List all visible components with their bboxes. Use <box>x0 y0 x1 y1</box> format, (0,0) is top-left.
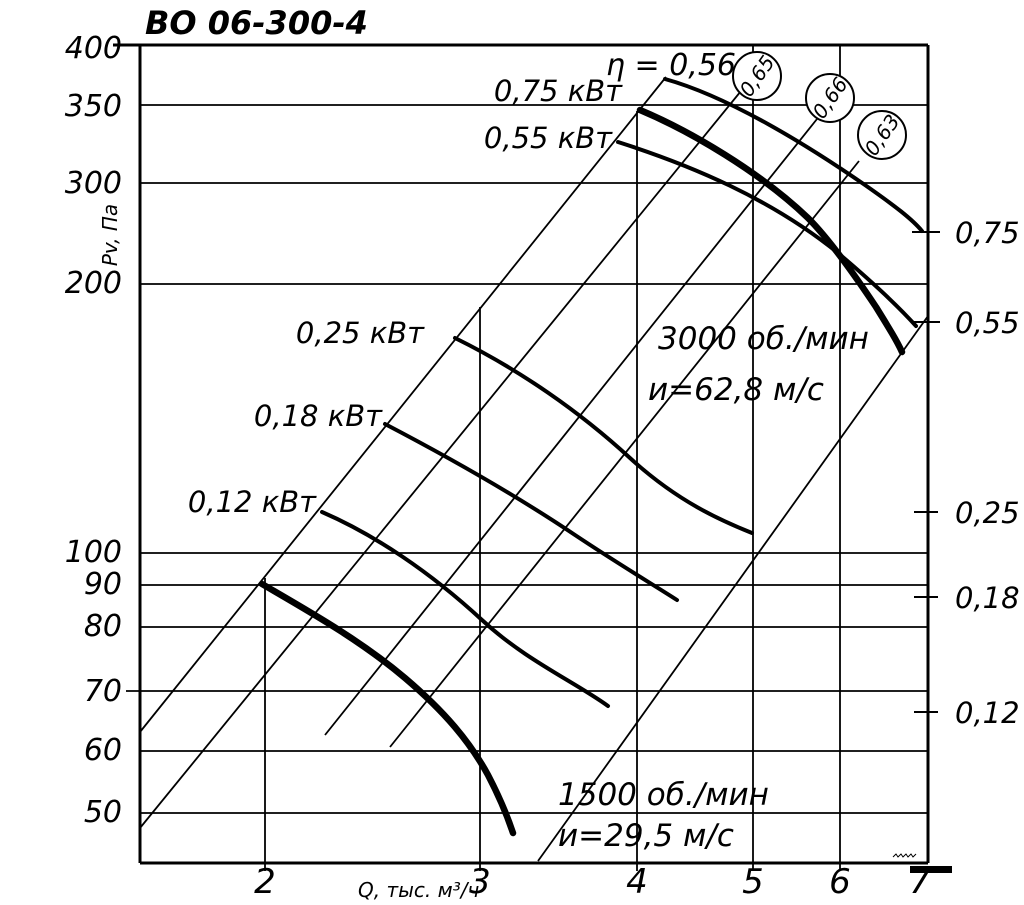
rpm-3000-label: 3000 об./мин <box>658 321 869 357</box>
right-label-055: 0,55 <box>955 306 1020 340</box>
right-label-025: 0,25 <box>955 496 1020 530</box>
y-axis-title: Pv, Па <box>98 204 122 266</box>
x-tick-7: 7 <box>909 862 931 902</box>
right-label-018: 0,18 <box>955 581 1020 615</box>
eta-line-lower-right <box>537 315 929 862</box>
efficiency-diagonals <box>139 76 929 862</box>
power-curve-012 <box>320 510 610 708</box>
label-075-kwt: 0,75 кВт <box>494 74 623 108</box>
eta-main-label: η = 0,56 <box>606 48 736 83</box>
y-tick-100: 100 <box>65 535 122 570</box>
y-tick-50: 50 <box>84 795 122 830</box>
x-tick-2: 2 <box>254 862 276 902</box>
power-curve-055 <box>616 140 918 328</box>
eta-circle-065-outline <box>732 51 782 101</box>
plot-frame <box>113 43 952 873</box>
y-tick-90: 90 <box>84 567 122 602</box>
y-tick-60: 60 <box>84 733 122 768</box>
x-tick-5: 5 <box>742 862 764 902</box>
power-curve-075 <box>663 77 924 233</box>
label-055-kwt: 0,55 кВт <box>484 121 613 155</box>
eta-line-056 <box>139 76 667 733</box>
fine-print-mark <box>892 853 917 858</box>
label-012-kwt: 0,12 кВт <box>188 485 317 519</box>
y-tick-400: 400 <box>65 31 122 66</box>
y-tick-300: 300 <box>65 166 122 201</box>
x-axis-title: Q, тыс. м³/ч <box>358 878 479 902</box>
x-tick-3: 3 <box>469 862 491 902</box>
y-axis-tick-labels: 400 350 300 200 100 90 80 70 60 50 <box>65 31 122 830</box>
x-axis-tick-labels: 2 3 4 5 6 7 <box>254 862 931 902</box>
horizontal-gridlines <box>126 104 928 814</box>
frame-corner-foot <box>910 866 952 873</box>
label-018-kwt: 0,18 кВт <box>254 399 383 433</box>
right-border-ticks <box>912 231 940 713</box>
power-curve-right-labels: 0,75 0,55 0,25 0,18 0,12 <box>955 216 1020 730</box>
x-tick-4: 4 <box>626 862 648 902</box>
y-tick-70: 70 <box>84 674 122 709</box>
vertical-gridlines <box>264 45 841 871</box>
y-tick-200: 200 <box>65 266 122 301</box>
eta-line-066 <box>324 118 818 736</box>
right-label-012: 0,12 <box>955 696 1020 730</box>
y-tick-350: 350 <box>65 89 122 124</box>
power-curve-018 <box>383 422 679 602</box>
pressure-curves <box>258 106 906 837</box>
x-tick-6: 6 <box>829 862 851 902</box>
page-title: ВО 06-300-4 <box>145 4 368 42</box>
power-curves <box>320 77 924 708</box>
curve-3000-rpm <box>636 106 906 356</box>
u-628-label: и=62,8 м/с <box>648 372 824 408</box>
power-curve-labels: 0,75 кВт 0,55 кВт 0,25 кВт 0,18 кВт 0,12… <box>188 74 623 519</box>
eta-circle-066-outline <box>805 73 855 123</box>
rpm-1500-label: 1500 об./мин <box>558 777 769 813</box>
u-295-label: и=29,5 м/с <box>558 818 734 854</box>
power-curve-025 <box>453 336 754 535</box>
y-tick-80: 80 <box>84 609 122 644</box>
curve-1500-rpm <box>258 580 517 837</box>
eta-circles: 0,65 0,66 0,63 <box>732 51 907 160</box>
eta-line-065 <box>139 90 742 829</box>
eta-circle-063-outline <box>857 110 907 160</box>
label-025-kwt: 0,25 кВт <box>296 316 425 350</box>
speed-annotations: 3000 об./мин и=62,8 м/с 1500 об./мин и=2… <box>558 321 869 854</box>
right-label-075: 0,75 <box>955 216 1020 250</box>
